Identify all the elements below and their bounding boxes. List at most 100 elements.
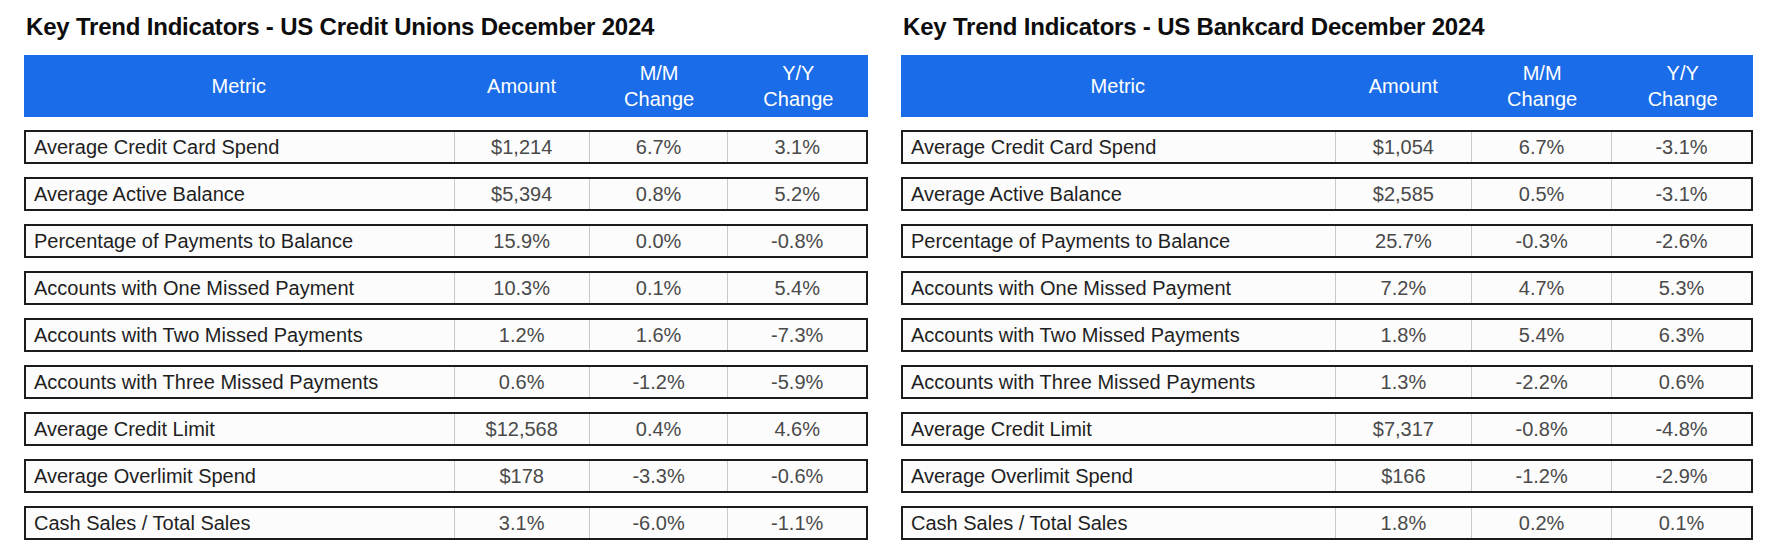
yy-change-cell: 5.3% (1611, 273, 1751, 303)
yy-change-cell: 5.4% (727, 273, 866, 303)
amount-cell: $2,585 (1335, 179, 1472, 209)
table-row: Average Credit Limit$12,5680.4%4.6% (24, 412, 868, 446)
metric-cell: Average Credit Card Spend (903, 132, 1335, 162)
metric-cell: Accounts with Two Missed Payments (903, 320, 1335, 350)
table-row: Average Active Balance$2,5850.5%-3.1% (901, 177, 1753, 211)
header-mm-label: M/M (640, 60, 679, 86)
mm-change-cell: 0.4% (589, 414, 728, 444)
yy-change-cell: 3.1% (727, 132, 866, 162)
table-row: Average Credit Limit$7,317-0.8%-4.8% (901, 412, 1753, 446)
mm-change-cell: -1.2% (589, 367, 728, 397)
mm-change-cell: -0.8% (1471, 414, 1611, 444)
yy-change-cell: 5.2% (727, 179, 866, 209)
table-header: Metric Amount M/MChange Y/YChange (901, 55, 1753, 117)
header-yy-change: Y/YChange (1612, 55, 1753, 117)
mm-change-cell: 5.4% (1471, 320, 1611, 350)
yy-change-cell: -3.1% (1611, 179, 1751, 209)
metric-cell: Cash Sales / Total Sales (26, 508, 454, 538)
table-header: Metric Amount M/MChange Y/YChange (24, 55, 868, 117)
header-metric-label: Metric (212, 73, 266, 99)
mm-change-cell: 6.7% (589, 132, 728, 162)
yy-change-cell: 4.6% (727, 414, 866, 444)
amount-cell: 1.3% (1335, 367, 1472, 397)
table-row: Accounts with Three Missed Payments1.3%-… (901, 365, 1753, 399)
table-body: Average Credit Card Spend$1,0546.7%-3.1%… (901, 130, 1753, 540)
header-metric: Metric (24, 55, 454, 117)
mm-change-cell: -3.3% (589, 461, 728, 491)
header-amount-label: Amount (1369, 73, 1438, 99)
header-mm-label: M/M (1523, 60, 1562, 86)
amount-cell: $178 (454, 461, 589, 491)
mm-change-cell: 0.0% (589, 226, 728, 256)
table-row: Average Overlimit Spend$178-3.3%-0.6% (24, 459, 868, 493)
amount-cell: $12,568 (454, 414, 589, 444)
yy-change-cell: -5.9% (727, 367, 866, 397)
metric-cell: Average Active Balance (903, 179, 1335, 209)
header-metric-label: Metric (1091, 73, 1145, 99)
amount-cell: $1,054 (1335, 132, 1472, 162)
yy-change-cell: -4.8% (1611, 414, 1751, 444)
metric-cell: Average Credit Card Spend (26, 132, 454, 162)
header-amount: Amount (1335, 55, 1472, 117)
table-body: Average Credit Card Spend$1,2146.7%3.1%A… (24, 130, 868, 540)
metric-cell: Average Credit Limit (903, 414, 1335, 444)
table-row: Accounts with One Missed Payment10.3%0.1… (24, 271, 868, 305)
table-row: Average Credit Card Spend$1,2146.7%3.1% (24, 130, 868, 164)
amount-cell: 15.9% (454, 226, 589, 256)
metric-cell: Average Overlimit Spend (903, 461, 1335, 491)
amount-cell: $1,214 (454, 132, 589, 162)
mm-change-cell: -1.2% (1471, 461, 1611, 491)
table-row: Accounts with Three Missed Payments0.6%-… (24, 365, 868, 399)
amount-cell: 10.3% (454, 273, 589, 303)
header-yy-label: Y/Y (782, 60, 814, 86)
amount-cell: 1.2% (454, 320, 589, 350)
mm-change-cell: 1.6% (589, 320, 728, 350)
table-row: Accounts with Two Missed Payments1.2%1.6… (24, 318, 868, 352)
table-title-bankcard: Key Trend Indicators - US Bankcard Decem… (901, 6, 1753, 55)
header-yy-label: Y/Y (1667, 60, 1699, 86)
table-row: Percentage of Payments to Balance25.7%-0… (901, 224, 1753, 258)
amount-cell: 1.8% (1335, 508, 1472, 538)
amount-cell: 3.1% (454, 508, 589, 538)
table-row: Percentage of Payments to Balance15.9%0.… (24, 224, 868, 258)
amount-cell: 1.8% (1335, 320, 1472, 350)
table-row: Average Overlimit Spend$166-1.2%-2.9% (901, 459, 1753, 493)
credit-unions-table-panel: Key Trend Indicators - US Credit Unions … (24, 6, 868, 553)
yy-change-cell: 0.6% (1611, 367, 1751, 397)
header-amount: Amount (454, 55, 590, 117)
bankcard-table-panel: Key Trend Indicators - US Bankcard Decem… (901, 6, 1753, 553)
yy-change-cell: -3.1% (1611, 132, 1751, 162)
metric-cell: Average Active Balance (26, 179, 454, 209)
metric-cell: Accounts with One Missed Payment (26, 273, 454, 303)
metric-cell: Accounts with Three Missed Payments (903, 367, 1335, 397)
mm-change-cell: -6.0% (589, 508, 728, 538)
amount-cell: $166 (1335, 461, 1472, 491)
table-row: Accounts with Two Missed Payments1.8%5.4… (901, 318, 1753, 352)
header-mm-change: M/MChange (1472, 55, 1613, 117)
header-metric: Metric (901, 55, 1335, 117)
amount-cell: $7,317 (1335, 414, 1472, 444)
metric-cell: Cash Sales / Total Sales (903, 508, 1335, 538)
table-row: Accounts with One Missed Payment7.2%4.7%… (901, 271, 1753, 305)
header-yy-change: Y/YChange (729, 55, 868, 117)
mm-change-cell: 6.7% (1471, 132, 1611, 162)
metric-cell: Accounts with Three Missed Payments (26, 367, 454, 397)
table-row: Cash Sales / Total Sales1.8%0.2%0.1% (901, 506, 1753, 540)
mm-change-cell: -0.3% (1471, 226, 1611, 256)
amount-cell: $5,394 (454, 179, 589, 209)
mm-change-cell: 0.8% (589, 179, 728, 209)
header-amount-label: Amount (487, 73, 556, 99)
metric-cell: Percentage of Payments to Balance (903, 226, 1335, 256)
header-mm-change: M/MChange (589, 55, 728, 117)
mm-change-cell: 4.7% (1471, 273, 1611, 303)
metric-cell: Accounts with Two Missed Payments (26, 320, 454, 350)
table-row: Average Credit Card Spend$1,0546.7%-3.1% (901, 130, 1753, 164)
yy-change-cell: 0.1% (1611, 508, 1751, 538)
mm-change-cell: 0.5% (1471, 179, 1611, 209)
yy-change-cell: 6.3% (1611, 320, 1751, 350)
amount-cell: 25.7% (1335, 226, 1472, 256)
yy-change-cell: -0.8% (727, 226, 866, 256)
yy-change-cell: -2.6% (1611, 226, 1751, 256)
table-title-credit-unions: Key Trend Indicators - US Credit Unions … (24, 6, 868, 55)
yy-change-cell: -7.3% (727, 320, 866, 350)
